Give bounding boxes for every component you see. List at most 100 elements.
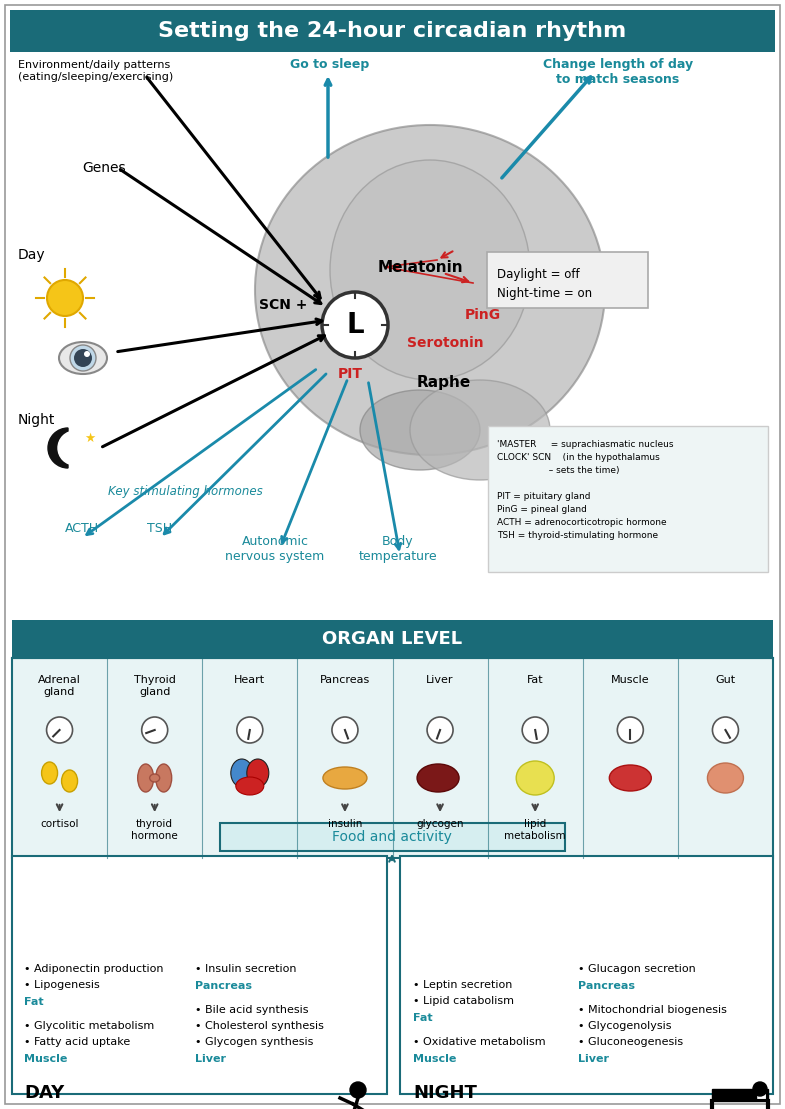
Text: • Lipid catabolism: • Lipid catabolism	[413, 996, 514, 1006]
Text: DAY: DAY	[24, 1083, 64, 1102]
Text: Liver: Liver	[195, 1054, 226, 1064]
Circle shape	[47, 279, 83, 316]
Text: Autonomic
nervous system: Autonomic nervous system	[225, 535, 325, 563]
Ellipse shape	[410, 380, 550, 480]
Text: cortisol: cortisol	[40, 820, 78, 830]
Text: Fat: Fat	[527, 675, 543, 685]
Ellipse shape	[360, 390, 480, 470]
Circle shape	[322, 292, 388, 358]
Text: Go to sleep: Go to sleep	[290, 58, 370, 71]
Bar	[12, 856, 387, 1093]
Text: Night: Night	[18, 413, 56, 427]
Ellipse shape	[417, 764, 459, 792]
Text: SCN +: SCN +	[258, 298, 307, 312]
Text: PIT = pituitary gland: PIT = pituitary gland	[497, 492, 590, 501]
Text: Change length of day
to match seasons: Change length of day to match seasons	[543, 58, 693, 87]
Circle shape	[713, 718, 739, 743]
Text: • Leptin secretion: • Leptin secretion	[413, 980, 513, 990]
Text: NIGHT: NIGHT	[413, 1083, 476, 1102]
Text: Pancreas: Pancreas	[578, 981, 635, 991]
Text: Thyroid
gland: Thyroid gland	[133, 675, 176, 696]
Text: 'MASTER     = suprachiasmatic nucleus: 'MASTER = suprachiasmatic nucleus	[497, 440, 674, 449]
Text: – sets the time): – sets the time)	[497, 466, 619, 475]
Text: TSH = thyroid-stimulating hormone: TSH = thyroid-stimulating hormone	[497, 531, 658, 540]
Ellipse shape	[246, 759, 268, 787]
Ellipse shape	[609, 765, 652, 791]
Bar	[12, 658, 773, 858]
Ellipse shape	[330, 160, 530, 380]
Bar	[712, 1089, 768, 1101]
Text: • Glycogenolysis: • Glycogenolysis	[578, 1021, 671, 1031]
Text: Serotonin: Serotonin	[407, 336, 484, 350]
Text: • Glycogen synthesis: • Glycogen synthesis	[195, 1037, 313, 1047]
Text: Liver: Liver	[426, 675, 454, 685]
Text: Melatonin: Melatonin	[377, 260, 463, 275]
Text: PinG = pineal gland: PinG = pineal gland	[497, 505, 587, 513]
Text: Pancreas: Pancreas	[195, 981, 252, 991]
Circle shape	[427, 718, 453, 743]
Text: Liver: Liver	[578, 1054, 609, 1064]
Text: • Glucagon secretion: • Glucagon secretion	[578, 964, 696, 974]
Circle shape	[46, 718, 72, 743]
FancyBboxPatch shape	[487, 252, 648, 308]
Text: • Glycolitic metabolism: • Glycolitic metabolism	[24, 1021, 154, 1031]
Text: L: L	[346, 311, 363, 339]
Text: Muscle: Muscle	[24, 1054, 68, 1064]
Text: Muscle: Muscle	[413, 1054, 456, 1064]
Ellipse shape	[236, 777, 264, 795]
Ellipse shape	[323, 767, 367, 788]
Ellipse shape	[707, 763, 743, 793]
Text: ACTH = adrenocorticotropic hormone: ACTH = adrenocorticotropic hormone	[497, 518, 666, 527]
Wedge shape	[48, 428, 68, 468]
Text: • Lipogenesis: • Lipogenesis	[24, 980, 100, 990]
Text: Daylight = off
Night-time = on: Daylight = off Night-time = on	[497, 268, 592, 301]
Text: lipid
metabolism: lipid metabolism	[505, 820, 566, 841]
Ellipse shape	[231, 759, 253, 787]
Text: Muscle: Muscle	[611, 675, 650, 685]
Ellipse shape	[70, 345, 96, 372]
Circle shape	[522, 718, 548, 743]
Text: ★: ★	[84, 431, 96, 445]
Text: Food and activity: Food and activity	[332, 830, 452, 844]
Text: CLOCK' SCN    (in the hypothalamus: CLOCK' SCN (in the hypothalamus	[497, 452, 659, 462]
Wedge shape	[58, 431, 75, 465]
Text: • Bile acid synthesis: • Bile acid synthesis	[195, 1005, 309, 1015]
Circle shape	[237, 718, 263, 743]
Text: Day: Day	[18, 248, 46, 262]
Text: • Insulin secretion: • Insulin secretion	[195, 964, 297, 974]
Text: • Cholesterol synthesis: • Cholesterol synthesis	[195, 1021, 324, 1031]
Ellipse shape	[59, 342, 107, 374]
Text: • Oxidative metabolism: • Oxidative metabolism	[413, 1037, 546, 1047]
Bar	[10, 10, 775, 52]
Text: Fat: Fat	[413, 1013, 433, 1022]
Text: Pancreas: Pancreas	[319, 675, 370, 685]
Bar	[718, 1091, 756, 1099]
Text: • Adiponectin production: • Adiponectin production	[24, 964, 163, 974]
Text: • Mitochondrial biogenesis: • Mitochondrial biogenesis	[578, 1005, 727, 1015]
Bar	[752, 1091, 766, 1099]
Bar	[400, 856, 773, 1093]
Ellipse shape	[61, 770, 78, 792]
Text: Genes: Genes	[82, 161, 126, 175]
Ellipse shape	[255, 125, 605, 455]
Text: ACTH: ACTH	[65, 521, 99, 535]
Text: Adrenal
gland: Adrenal gland	[38, 675, 81, 696]
Circle shape	[753, 1082, 767, 1096]
Text: Heart: Heart	[234, 675, 265, 685]
Circle shape	[617, 718, 644, 743]
FancyBboxPatch shape	[488, 426, 768, 572]
Ellipse shape	[137, 764, 154, 792]
Text: Gut: Gut	[715, 675, 736, 685]
Bar	[220, 823, 565, 851]
Text: • Gluconeogenesis: • Gluconeogenesis	[578, 1037, 683, 1047]
Bar	[12, 620, 773, 658]
Circle shape	[84, 352, 90, 357]
Text: TSH: TSH	[148, 521, 173, 535]
Text: Raphe: Raphe	[417, 376, 471, 390]
Ellipse shape	[517, 761, 554, 795]
Text: Key stimulating hormones: Key stimulating hormones	[108, 486, 263, 499]
Circle shape	[74, 349, 92, 367]
Text: ORGAN LEVEL: ORGAN LEVEL	[323, 630, 462, 648]
Ellipse shape	[42, 762, 57, 784]
Text: insulin: insulin	[328, 820, 362, 830]
